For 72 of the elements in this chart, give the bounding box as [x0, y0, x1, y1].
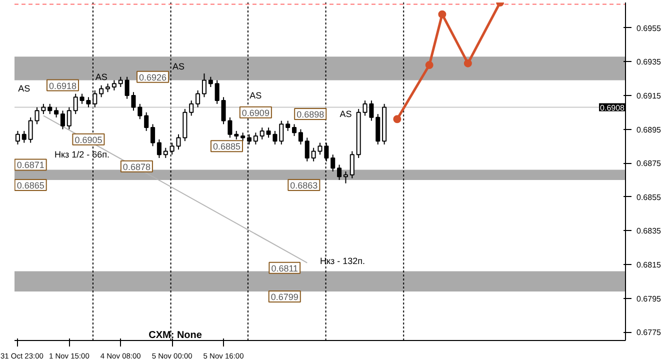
candlestick	[304, 137, 310, 162]
annotation: CXM: None	[148, 330, 202, 341]
annotation: 0.6926	[139, 72, 167, 82]
candlestick	[253, 132, 258, 145]
annotation: 0.6871	[16, 160, 44, 170]
annotation: 0.6799	[270, 292, 298, 302]
candlestick	[156, 138, 162, 158]
annotation: AS	[95, 72, 108, 82]
candlestick	[272, 130, 278, 145]
y-tick-label: 0.6935	[636, 58, 662, 67]
y-tick-label: 0.6915	[636, 91, 662, 100]
point	[393, 115, 402, 124]
y-tick-label: 0.6895	[636, 125, 662, 134]
annotation: 0.6878	[122, 162, 150, 172]
annotation: AS	[172, 62, 185, 72]
candlestick	[376, 114, 380, 145]
annotation: 0.6863	[290, 180, 318, 191]
annotation: 0.6898	[296, 110, 324, 120]
y-tick-label: 0.6875	[636, 159, 662, 168]
candlestick	[118, 76, 123, 88]
annotation: 0.6905	[74, 134, 102, 145]
candlestick	[86, 96, 91, 108]
candlestick	[214, 80, 220, 104]
ref-line-label: 0.6908	[600, 103, 626, 112]
candlestick	[124, 76, 130, 100]
candlestick	[292, 124, 297, 137]
y-tick-label: 0.6855	[636, 192, 662, 202]
candlestick	[260, 127, 264, 140]
candlestick	[163, 147, 168, 158]
candlestick	[279, 120, 284, 145]
candlestick	[298, 128, 303, 145]
candlestick	[286, 120, 290, 132]
candlestick	[73, 93, 78, 115]
y-tick-label: 0.6835	[636, 226, 662, 236]
candlestick	[337, 164, 342, 180]
annotation: 0.6885	[212, 142, 241, 152]
candlestick	[208, 76, 213, 88]
candlestick	[266, 127, 271, 138]
y-tick-label: 0.6955	[636, 24, 662, 33]
candlestick	[350, 150, 354, 179]
candlestick	[112, 80, 116, 91]
candlestick	[66, 106, 72, 130]
candlestick	[60, 110, 66, 130]
candlestick	[150, 124, 156, 147]
candlestick	[41, 103, 46, 115]
annotation: 0.6909	[242, 108, 270, 118]
candlestick	[22, 130, 26, 144]
candlestick	[80, 93, 84, 104]
candlestick	[311, 147, 316, 162]
y-tick-label: 0.6775	[636, 328, 662, 338]
annotation: AS	[340, 109, 352, 120]
annotation: Нкз 1/2 - 66п.	[54, 150, 110, 160]
y-tick-label: 0.6815	[636, 260, 662, 270]
candlestick	[202, 72, 206, 98]
candlestick	[330, 154, 336, 172]
candlestick	[48, 103, 52, 115]
candlestick	[196, 90, 200, 108]
candlestick	[99, 84, 104, 98]
annotation: AS	[18, 84, 30, 94]
annotation: 0.6811	[271, 263, 298, 274]
y-tick-label: 0.6795	[636, 294, 662, 304]
candlestick	[54, 106, 59, 118]
annotation: 0.6918	[48, 80, 77, 91]
annotation: 0.6865	[16, 180, 44, 191]
candlestick	[343, 171, 348, 184]
point	[464, 59, 472, 68]
point	[425, 61, 434, 70]
annotation: AS	[250, 90, 262, 100]
candlestick	[15, 130, 20, 145]
candlestick	[144, 112, 149, 132]
candlestick	[189, 100, 194, 116]
point	[438, 10, 446, 18]
